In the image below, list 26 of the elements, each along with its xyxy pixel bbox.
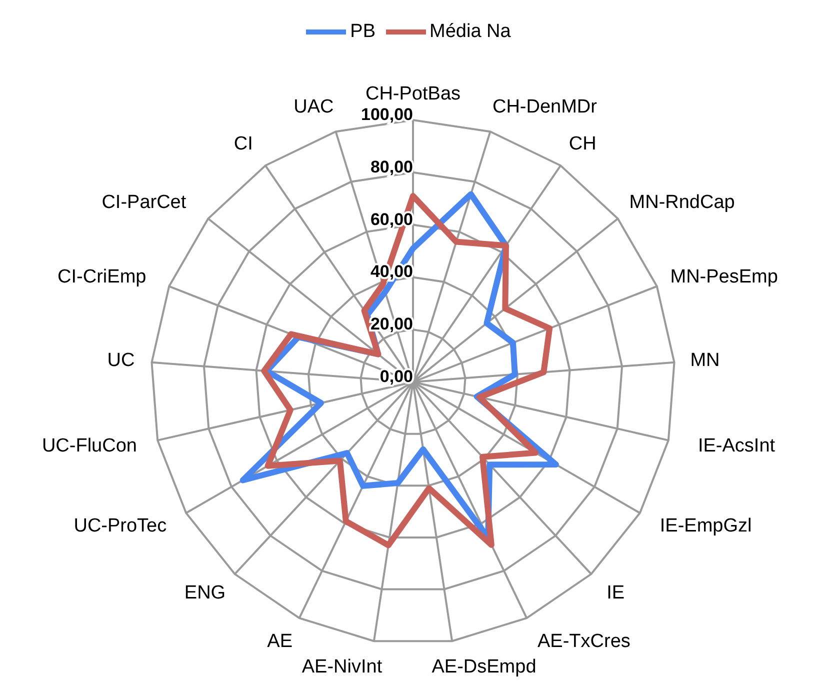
- spoke-label: IE-AcsInt: [698, 436, 776, 457]
- spoke-label: UC-FluCon: [42, 436, 137, 457]
- spoke-label: CI: [234, 134, 253, 155]
- spoke-label: CH: [568, 134, 596, 155]
- spoke-label: CI-ParCet: [102, 192, 187, 213]
- spoke-label: UC: [107, 350, 135, 371]
- y-tick-label: 100,00: [361, 105, 413, 124]
- spoke-label: CH-PotBas: [365, 84, 461, 104]
- legend-label: Média Na: [430, 21, 511, 42]
- spoke-label: IE: [606, 582, 625, 604]
- y-tick-label: 0,00: [380, 367, 413, 386]
- spoke-label: UC-ProTec: [74, 516, 167, 536]
- spoke-label: UAC: [294, 96, 334, 118]
- spoke-label: CH-DenMDr: [492, 96, 598, 118]
- spoke-label: AE-NivInt: [302, 656, 383, 678]
- spoke-label: MN-PesEmp: [670, 266, 778, 288]
- spoke-label: CI-CriEmp: [58, 266, 146, 288]
- spoke-label: IE-EmpGzl: [660, 516, 752, 536]
- spoke-label: MN: [690, 350, 720, 371]
- spoke-label: MN-RndCap: [629, 192, 735, 213]
- spoke-label: AE: [267, 630, 293, 652]
- spoke-label: AE-TxCres: [538, 630, 630, 652]
- spoke-label: AE-DsEmpd: [432, 656, 536, 678]
- y-tick-label: 80,00: [370, 157, 413, 176]
- legend-label: PB: [350, 21, 376, 42]
- spoke-label: ENG: [184, 582, 226, 604]
